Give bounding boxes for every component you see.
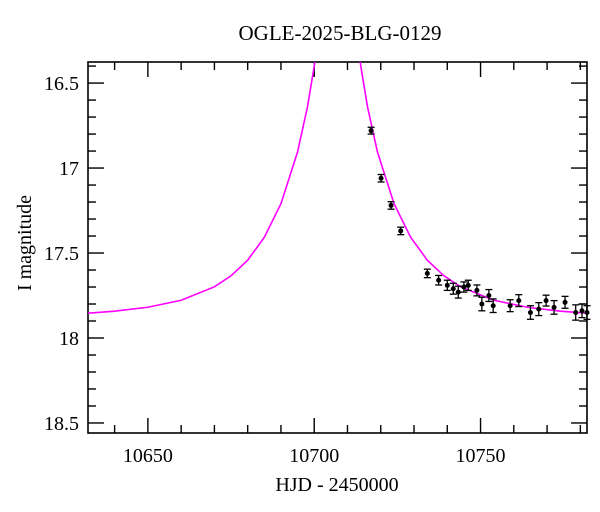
data-point [550, 299, 558, 315]
data-point [478, 296, 486, 312]
data-point [473, 284, 481, 297]
data-point-marker [543, 298, 549, 304]
data-point [542, 294, 550, 307]
y-tick-label: 18 [59, 328, 79, 350]
data-point-marker [579, 308, 585, 314]
data-point [387, 201, 395, 210]
data-point-marker [388, 202, 394, 208]
data-point [454, 285, 462, 299]
plot-frame [87, 61, 588, 434]
data-point-marker [465, 282, 471, 288]
data-point-marker [450, 286, 456, 292]
data-point-marker [479, 301, 485, 307]
x-tick-label: 10750 [456, 445, 506, 467]
data-point [485, 288, 493, 303]
data-point-marker [368, 128, 374, 134]
x-tick-label: 10700 [289, 445, 339, 467]
data-point [449, 282, 457, 295]
y-tick-label: 17 [59, 158, 79, 180]
data-point-marker [527, 310, 533, 316]
x-axis-label: HJD - 2450000 [275, 474, 398, 496]
data-point [377, 173, 385, 183]
y-tick-label: 17.5 [44, 243, 79, 265]
data-point [515, 294, 523, 308]
data-point-marker [562, 299, 568, 305]
data-point [535, 301, 543, 317]
data-point-marker [444, 282, 450, 288]
data-point-marker [536, 306, 542, 312]
data-point [583, 305, 591, 320]
data-point-marker [461, 284, 467, 290]
data-point-marker [584, 310, 590, 316]
y-axis-label: I magnitude [14, 195, 36, 291]
data-point [489, 298, 497, 314]
y-tick-label: 18.5 [44, 413, 79, 435]
data-point [572, 304, 580, 321]
data-point-marker [455, 289, 461, 295]
data-point-marker [516, 298, 522, 304]
data-point [464, 279, 472, 292]
chart-title: OGLE-2025-BLG-0129 [239, 21, 442, 45]
data-point [435, 274, 443, 286]
data-point [506, 299, 514, 313]
data-point-marker [474, 287, 480, 293]
data-point-marker [398, 228, 404, 234]
data-point [367, 126, 375, 135]
model-curve [88, 62, 587, 314]
data-point [561, 295, 569, 309]
data-point [578, 303, 586, 319]
y-tick-label: 16.5 [44, 73, 79, 95]
plot-area: 10650 10700 10750 16.5 17 17.5 18 18.5 [44, 61, 591, 467]
data-point [526, 305, 534, 320]
data-point [443, 279, 451, 292]
data-point-marker [486, 293, 492, 299]
data-point [460, 281, 468, 293]
data-point-marker [424, 270, 430, 276]
data-point-marker [378, 175, 384, 181]
x-tick-label: 10650 [123, 445, 173, 467]
data-point-marker [551, 304, 557, 310]
data-point [423, 268, 431, 279]
data-point-marker [436, 277, 442, 283]
data-point-marker [507, 303, 513, 309]
data-point-marker [573, 310, 579, 316]
data-point-marker [490, 303, 496, 309]
data-point [397, 226, 405, 236]
data-points [367, 126, 591, 321]
